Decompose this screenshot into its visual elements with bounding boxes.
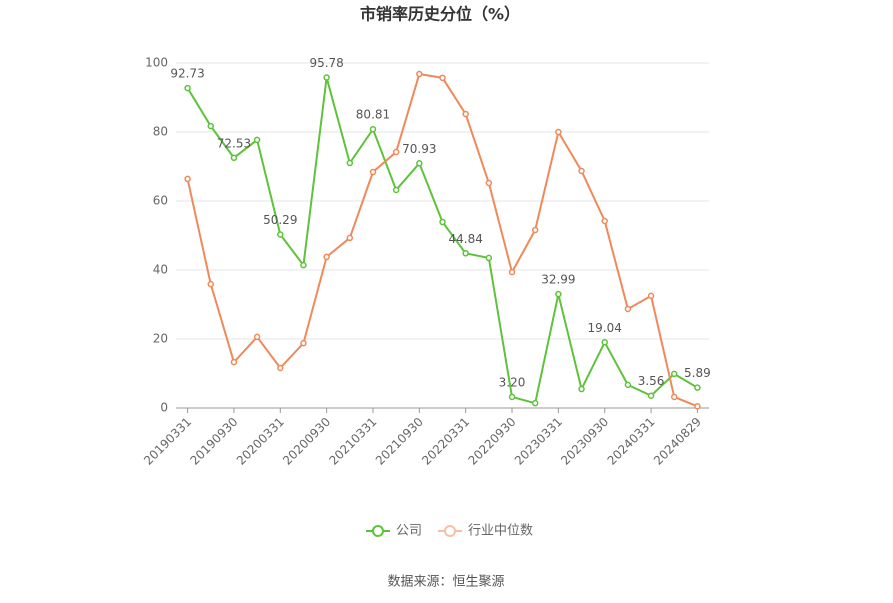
data-point: [531, 399, 539, 407]
data-label: 70.93: [402, 142, 436, 156]
data-point: [416, 70, 423, 78]
data-point: [323, 253, 330, 261]
x-tick-label: 20200331: [234, 415, 287, 468]
x-tick-label: 20240331: [605, 415, 658, 468]
data-point: [369, 125, 377, 133]
data-point: [694, 384, 701, 391]
data-point: [624, 305, 632, 313]
x-tick-label: 20240829: [651, 415, 704, 468]
data-point: [439, 74, 446, 82]
data-point: [346, 234, 354, 242]
data-label: 3.20: [499, 375, 526, 389]
data-point: [300, 339, 307, 347]
data-point: [277, 231, 284, 238]
data-point: [253, 333, 261, 341]
data-label: 50.29: [263, 213, 297, 227]
legend-label: 行业中位数: [468, 524, 533, 539]
data-label: 5.89: [684, 366, 711, 380]
series-line: [186, 77, 698, 405]
data-label: 19.04: [588, 321, 622, 335]
data-point: [485, 179, 493, 187]
data-point: [253, 136, 261, 144]
legend-marker: [372, 525, 384, 537]
data-label: 80.81: [356, 108, 390, 122]
data-point: [392, 148, 400, 156]
x-tick-label: 20220331: [419, 415, 472, 468]
data-point: [207, 122, 215, 130]
data-point: [184, 175, 191, 183]
data-point: [462, 250, 469, 257]
data-label: 92.73: [170, 67, 204, 81]
data-label: 32.99: [541, 273, 575, 287]
data-point: [670, 393, 678, 401]
data-point: [369, 168, 377, 176]
x-tick-label: 20230930: [558, 415, 611, 468]
source-note: 数据来源：恒生聚源: [387, 575, 504, 590]
data-point: [647, 392, 655, 399]
data-point: [694, 403, 701, 410]
data-point: [601, 339, 608, 346]
data-label: 95.78: [309, 56, 343, 70]
data-point: [485, 254, 493, 262]
data-label: 3.56: [638, 374, 665, 388]
chart-title: 市销率历史分位（%）: [360, 5, 520, 24]
legend-label: 公司: [396, 524, 422, 539]
x-tick-label: 20200930: [280, 415, 333, 468]
data-point: [300, 261, 307, 269]
data-point: [230, 358, 238, 366]
y-tick-label: 20: [153, 332, 168, 346]
data-point: [578, 167, 585, 175]
data-point: [277, 364, 284, 372]
x-tick-label: 20220930: [466, 415, 519, 468]
y-tick-label: 100: [145, 56, 168, 70]
data-point: [555, 128, 562, 136]
data-point: [462, 110, 469, 118]
data-point: [346, 159, 354, 167]
data-point: [578, 385, 585, 393]
data-point: [624, 381, 632, 389]
x-tick-label: 20210331: [326, 415, 379, 468]
data-point: [670, 370, 678, 378]
data-point: [184, 84, 191, 92]
data-point: [207, 280, 215, 288]
data-point: [508, 268, 516, 276]
data-label: 72.53: [217, 136, 251, 150]
data-point: [555, 290, 562, 298]
x-tick-label: 20230331: [512, 415, 565, 468]
y-tick-label: 60: [153, 194, 168, 208]
x-tick-label: 20210930: [373, 415, 426, 468]
y-tick-label: 0: [160, 401, 168, 415]
data-point: [439, 218, 446, 226]
data-point: [647, 292, 655, 300]
data-point: [392, 186, 400, 194]
data-point: [508, 393, 516, 401]
x-tick-label: 20190331: [141, 415, 194, 468]
data-point: [230, 154, 238, 162]
y-tick-label: 40: [153, 263, 168, 277]
legend-marker: [444, 525, 457, 537]
data-point: [601, 217, 608, 225]
y-tick-label: 80: [153, 125, 168, 139]
data-point: [531, 226, 539, 234]
data-label: 44.84: [448, 232, 482, 246]
data-point: [323, 74, 330, 81]
x-tick-label: 20190930: [187, 415, 240, 468]
data-point: [416, 160, 423, 167]
series-line: [186, 72, 698, 408]
